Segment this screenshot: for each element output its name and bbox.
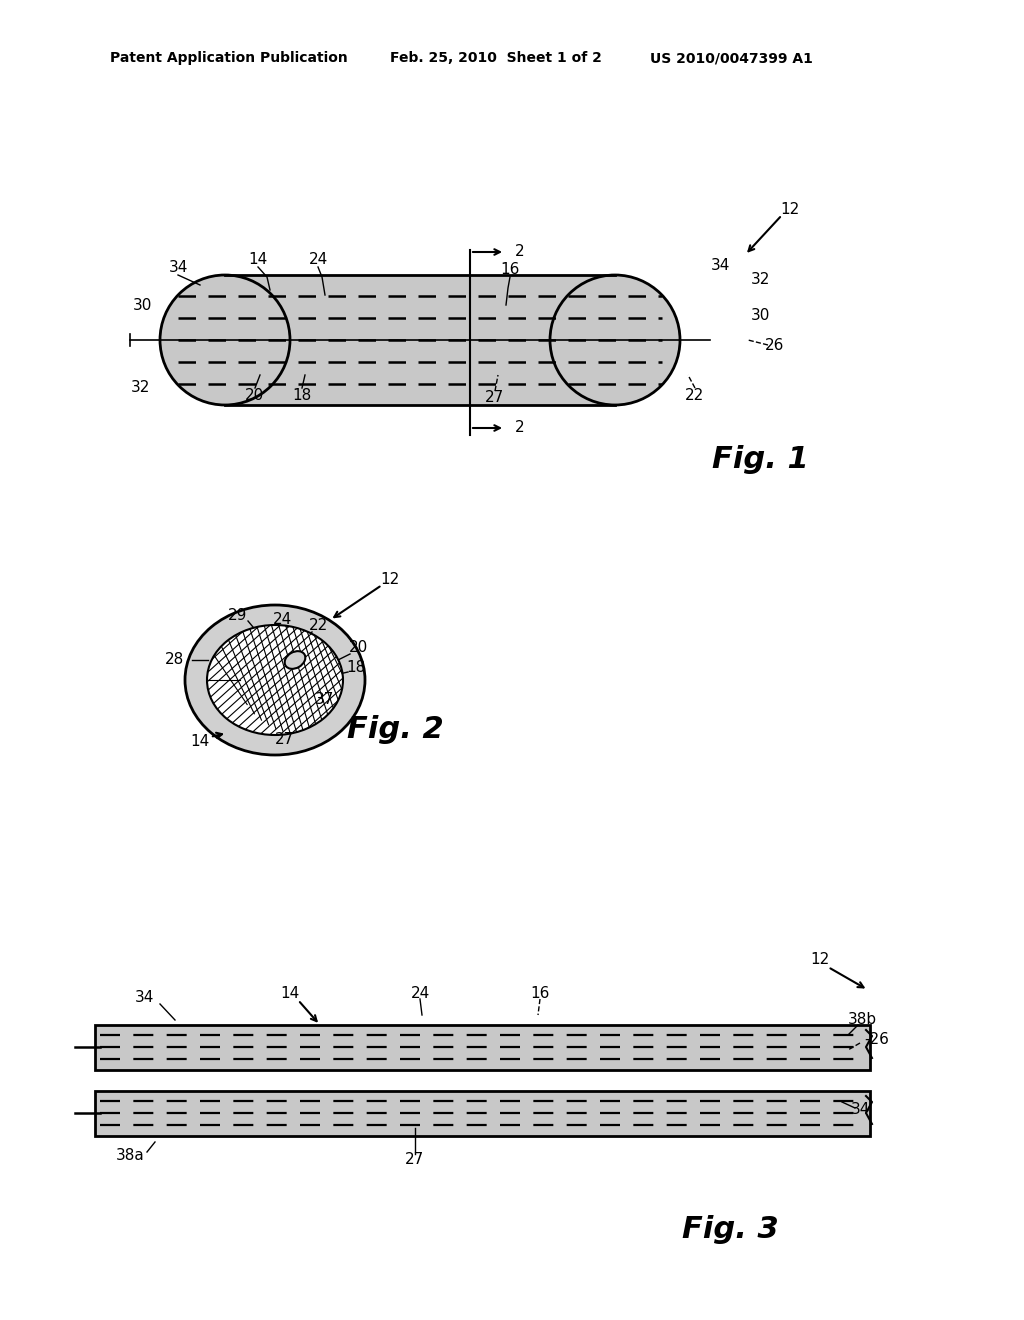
Text: 26: 26	[765, 338, 784, 352]
Text: 14: 14	[249, 252, 267, 268]
Text: 34: 34	[168, 260, 187, 276]
Ellipse shape	[285, 651, 305, 669]
Text: 12: 12	[380, 573, 399, 587]
Text: 29: 29	[228, 607, 248, 623]
FancyBboxPatch shape	[95, 1092, 870, 1137]
Text: 16: 16	[501, 263, 520, 277]
Text: 24: 24	[272, 612, 292, 627]
Text: 18: 18	[293, 388, 311, 403]
Ellipse shape	[185, 605, 365, 755]
Text: 32: 32	[751, 272, 770, 288]
Text: 34: 34	[850, 1102, 869, 1118]
Text: 38a: 38a	[116, 1147, 144, 1163]
Text: Fig. 2: Fig. 2	[347, 715, 443, 744]
Text: 28: 28	[165, 652, 184, 668]
Text: 27: 27	[485, 391, 505, 405]
Text: 20: 20	[246, 388, 264, 403]
Ellipse shape	[550, 275, 680, 405]
Text: 20: 20	[348, 640, 368, 656]
Text: -26: -26	[864, 1032, 890, 1048]
Text: US 2010/0047399 A1: US 2010/0047399 A1	[650, 51, 813, 65]
Text: 12: 12	[780, 202, 800, 218]
Ellipse shape	[207, 624, 343, 735]
Text: 37: 37	[314, 693, 334, 708]
Text: 34: 34	[711, 257, 730, 272]
Text: 22: 22	[685, 388, 705, 403]
Text: 2: 2	[515, 244, 525, 260]
Text: 16: 16	[530, 986, 550, 1001]
Text: 38b: 38b	[848, 1012, 877, 1027]
Text: Fig. 3: Fig. 3	[682, 1216, 778, 1245]
Text: 18: 18	[346, 660, 366, 676]
Text: Feb. 25, 2010  Sheet 1 of 2: Feb. 25, 2010 Sheet 1 of 2	[390, 51, 602, 65]
Text: 27: 27	[275, 733, 295, 747]
Text: 12: 12	[810, 953, 829, 968]
Text: Fig. 1: Fig. 1	[712, 446, 808, 474]
Text: 14: 14	[190, 734, 210, 750]
Text: 34: 34	[135, 990, 155, 1006]
Text: 24: 24	[308, 252, 328, 268]
Text: 30: 30	[132, 297, 152, 313]
Text: Patent Application Publication: Patent Application Publication	[110, 51, 348, 65]
Text: 24: 24	[411, 986, 430, 1001]
Text: 2: 2	[515, 421, 525, 436]
Text: 22: 22	[308, 619, 328, 634]
Ellipse shape	[160, 275, 290, 405]
Text: 32: 32	[130, 380, 150, 396]
Text: 14: 14	[281, 986, 300, 1001]
FancyBboxPatch shape	[95, 1026, 870, 1071]
Text: 27: 27	[406, 1152, 425, 1167]
FancyBboxPatch shape	[225, 275, 615, 405]
Text: 30: 30	[751, 308, 770, 322]
